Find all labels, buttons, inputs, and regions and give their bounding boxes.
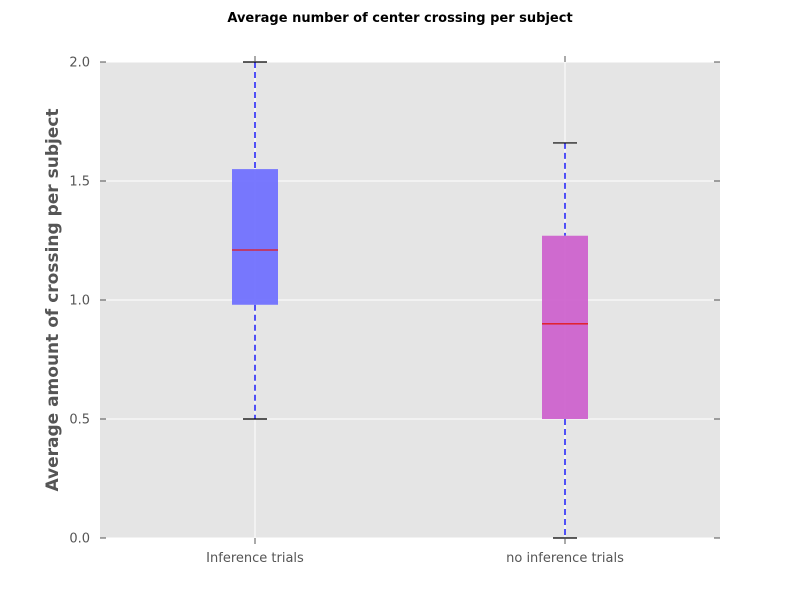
axis-ticks: 0.0 0.5 1.0 1.5 2.0 Inference trials no infere… (69, 56, 720, 566)
x-tick-label: Inference trials (206, 551, 304, 566)
box-group (232, 61, 278, 420)
y-tick-label: 1.5 (69, 175, 90, 190)
y-tick-label: 1.0 (69, 294, 90, 309)
y-tick-label: 2.0 (69, 56, 90, 71)
box-iqr (232, 169, 278, 305)
box-iqr (542, 235, 588, 419)
y-axis-label: Average amount of crossing per subject (43, 108, 63, 491)
y-tick-label: 0.0 (69, 532, 90, 547)
box-group (542, 142, 588, 539)
boxes (232, 61, 588, 539)
chart-title: Average number of center crossing per su… (227, 11, 572, 26)
y-tick-label: 0.5 (69, 413, 90, 428)
x-tick-label: no inference trials (506, 551, 624, 566)
